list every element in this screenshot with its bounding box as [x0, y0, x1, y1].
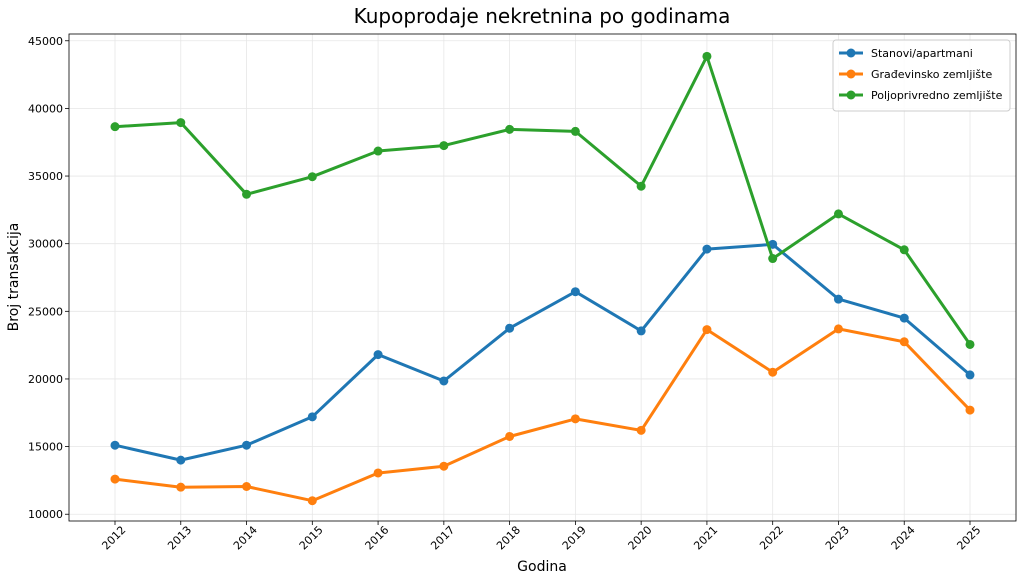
- x-tick-label: 2024: [889, 523, 918, 552]
- series-3: [110, 51, 975, 349]
- data-point: [373, 146, 383, 156]
- data-point: [965, 339, 975, 349]
- series-layer: [110, 51, 975, 506]
- legend-item: Poljoprivredno zemljište: [839, 89, 1003, 102]
- y-tick-label: 30000: [28, 238, 63, 251]
- y-tick-label: 20000: [28, 373, 63, 386]
- x-tick-label: 2023: [823, 523, 852, 552]
- y-tick-label: 15000: [28, 441, 63, 454]
- data-point: [439, 376, 449, 386]
- data-point: [307, 412, 317, 422]
- data-point: [899, 337, 909, 347]
- x-tick-label: 2016: [363, 523, 392, 552]
- x-tick-label: 2012: [99, 523, 128, 552]
- y-tick-label: 45000: [28, 35, 63, 48]
- data-point: [702, 51, 712, 61]
- y-tick-label: 10000: [28, 508, 63, 521]
- legend-label: Poljoprivredno zemljište: [871, 89, 1003, 102]
- legend-label: Građevinsko zemljište: [871, 68, 992, 81]
- data-point: [439, 461, 449, 471]
- data-point: [636, 326, 646, 336]
- x-tick-label: 2020: [626, 523, 655, 552]
- data-point: [307, 496, 317, 506]
- y-axis-label: Broj transakcija: [6, 223, 22, 332]
- data-point: [833, 209, 843, 219]
- series-2: [110, 324, 975, 506]
- data-point: [307, 172, 317, 182]
- data-point: [702, 244, 712, 254]
- legend-marker: [846, 90, 856, 100]
- legend-label: Stanovi/apartmani: [871, 47, 973, 60]
- data-point: [768, 367, 778, 377]
- data-point: [833, 324, 843, 334]
- data-point: [505, 124, 515, 134]
- legend-marker: [846, 48, 856, 58]
- data-point: [110, 474, 120, 484]
- data-point: [373, 468, 383, 478]
- data-point: [439, 141, 449, 151]
- data-point: [570, 414, 580, 424]
- legend-item: Građevinsko zemljište: [839, 68, 992, 81]
- data-point: [899, 245, 909, 255]
- series-line: [113, 327, 972, 503]
- data-point: [176, 455, 186, 465]
- y-tick-label: 40000: [28, 102, 63, 115]
- data-point: [110, 440, 120, 450]
- data-point: [176, 118, 186, 128]
- plot-frame: [68, 33, 1017, 522]
- data-point: [242, 189, 252, 199]
- x-tick-label: 2019: [560, 523, 589, 552]
- legend-item: Stanovi/apartmani: [839, 47, 973, 60]
- data-point: [702, 325, 712, 335]
- x-tick-label: 2021: [691, 523, 720, 552]
- x-tick-label: 2014: [231, 523, 260, 552]
- data-point: [768, 254, 778, 264]
- series-line: [113, 242, 972, 462]
- x-axis: 2012 2013 2014 2015 2016 2017 2018 2019 2020 2021…: [99, 521, 983, 552]
- data-point: [176, 482, 186, 492]
- series-1: [110, 239, 975, 465]
- data-point: [636, 181, 646, 191]
- legend-marker: [846, 69, 856, 79]
- data-point: [636, 425, 646, 435]
- x-tick-label: 2022: [757, 523, 786, 552]
- x-tick-label: 2025: [954, 523, 983, 552]
- x-tick-label: 2018: [494, 523, 523, 552]
- data-point: [570, 126, 580, 136]
- data-point: [899, 313, 909, 323]
- data-point: [242, 482, 252, 492]
- chart-title: Kupoprodaje nekretnina po godinama: [354, 4, 731, 28]
- x-tick-label: 2017: [428, 523, 457, 552]
- data-point: [768, 239, 778, 249]
- y-axis: 10000 15000 20000 25000 30000 35000 40000 45000: [28, 35, 69, 521]
- grid: [69, 34, 1016, 521]
- y-tick-label: 25000: [28, 305, 63, 318]
- x-tick-label: 2015: [297, 523, 326, 552]
- data-point: [570, 287, 580, 297]
- data-point: [110, 122, 120, 132]
- x-tick-label: 2013: [165, 523, 194, 552]
- data-point: [965, 405, 975, 415]
- data-point: [373, 350, 383, 360]
- data-point: [505, 431, 515, 441]
- series-line: [113, 54, 972, 346]
- data-point: [242, 440, 252, 450]
- legend: Stanovi/apartmani Građevinsko zemljište Po…: [832, 39, 1011, 112]
- legend-box: [832, 39, 1011, 112]
- data-point: [965, 370, 975, 380]
- data-point: [833, 294, 843, 304]
- x-axis-label: Godina: [517, 559, 567, 575]
- y-tick-label: 35000: [28, 170, 63, 183]
- data-point: [505, 323, 515, 333]
